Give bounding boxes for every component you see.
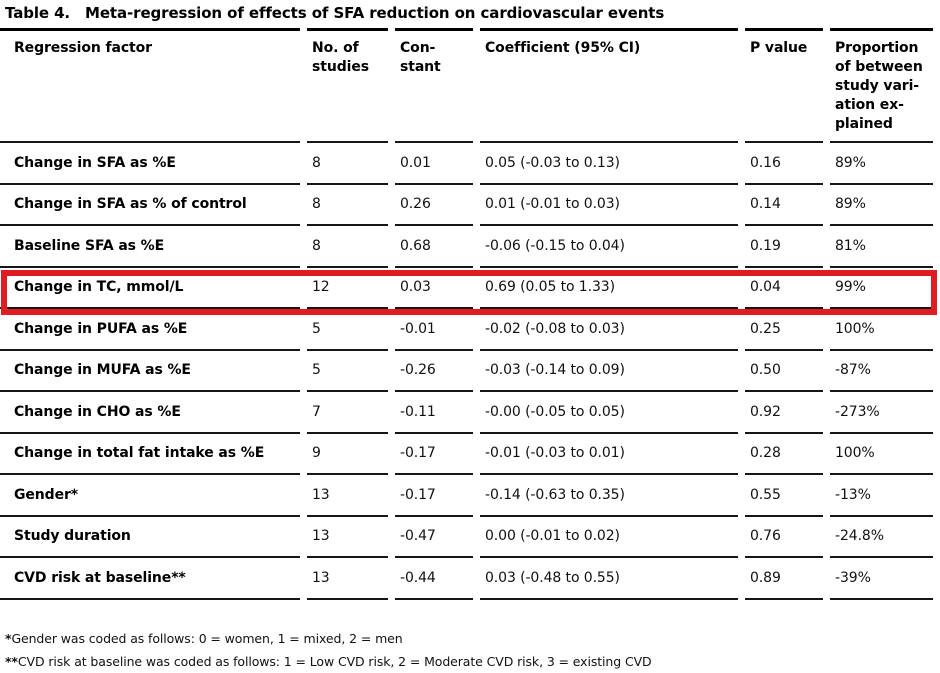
cell-constant: -0.11 [395,392,473,434]
cell-no-of-studies: 12 [307,268,388,309]
cell-no-of-studies: 8 [307,185,388,226]
table-row: Change in TC, mmol/L 12 0.03 0.69 (0.05 … [0,268,933,309]
table-row: Change in PUFA as %E 5 -0.01 -0.02 (-0.0… [0,309,933,351]
cell-coefficient: 0.03 (-0.48 to 0.55) [480,558,738,600]
col-header-coefficient: Coefficient (95% CI) [480,28,738,143]
cell-coefficient: -0.03 (-0.14 to 0.09) [480,351,738,392]
cell-coefficient: -0.14 (-0.63 to 0.35) [480,475,738,517]
cell-proportion: -13% [830,475,933,517]
table-row: Change in total fat intake as %E 9 -0.17… [0,434,933,475]
cell-regression-factor: Change in SFA as % of control [0,185,300,226]
table-row: Change in CHO as %E 7 -0.11 -0.00 (-0.05… [0,392,933,434]
table-number-label: Table 4. [5,4,71,22]
footnote-text: Gender was coded as follows: 0 = women, … [11,631,403,646]
footnote-gender: *Gender was coded as follows: 0 = women,… [5,627,652,650]
cell-no-of-studies: 8 [307,143,388,185]
cell-regression-factor: Change in MUFA as %E [0,351,300,392]
cell-regression-factor: Change in CHO as %E [0,392,300,434]
cell-no-of-studies: 8 [307,226,388,268]
cell-constant: 0.68 [395,226,473,268]
cell-constant: 0.03 [395,268,473,309]
cell-no-of-studies: 9 [307,434,388,475]
cell-no-of-studies: 7 [307,392,388,434]
cell-constant: -0.01 [395,309,473,351]
footnote-marker: ** [5,654,18,669]
table-row: Change in MUFA as %E 5 -0.26 -0.03 (-0.1… [0,351,933,392]
table-header: Regression factor No. of studies Con-sta… [0,28,933,143]
cell-p-value: 0.89 [745,558,823,600]
cell-proportion: 81% [830,226,933,268]
table-title: Table 4. Meta-regression of effects of S… [5,4,664,22]
cell-constant: -0.17 [395,475,473,517]
cell-coefficient: -0.06 (-0.15 to 0.04) [480,226,738,268]
footnote-text: CVD risk at baseline was coded as follow… [17,654,652,669]
cell-regression-factor: Change in TC, mmol/L [0,268,300,309]
cell-no-of-studies: 13 [307,517,388,558]
cell-p-value: 0.04 [745,268,823,309]
cell-p-value: 0.19 [745,226,823,268]
cell-proportion: 99% [830,268,933,309]
cell-p-value: 0.50 [745,351,823,392]
table-body: Change in SFA as %E 8 0.01 0.05 (-0.03 t… [0,143,933,600]
cell-no-of-studies: 5 [307,351,388,392]
cell-coefficient: 0.01 (-0.01 to 0.03) [480,185,738,226]
cell-coefficient: 0.05 (-0.03 to 0.13) [480,143,738,185]
cell-no-of-studies: 13 [307,475,388,517]
table-row: Baseline SFA as %E 8 0.68 -0.06 (-0.15 t… [0,226,933,268]
cell-proportion: 89% [830,185,933,226]
col-header-constant: Con-stant [395,28,473,143]
cell-constant: -0.17 [395,434,473,475]
cell-proportion: -87% [830,351,933,392]
cell-coefficient: 0.00 (-0.01 to 0.02) [480,517,738,558]
cell-p-value: 0.92 [745,392,823,434]
meta-regression-table: Regression factor No. of studies Con-sta… [0,28,940,600]
cell-constant: -0.47 [395,517,473,558]
footnote-marker: * [5,631,12,646]
cell-regression-factor: CVD risk at baseline** [0,558,300,600]
cell-coefficient: -0.01 (-0.03 to 0.01) [480,434,738,475]
cell-regression-factor: Change in PUFA as %E [0,309,300,351]
cell-proportion: -273% [830,392,933,434]
cell-p-value: 0.14 [745,185,823,226]
cell-coefficient: -0.00 (-0.05 to 0.05) [480,392,738,434]
table-row: Gender* 13 -0.17 -0.14 (-0.63 to 0.35) 0… [0,475,933,517]
table-title-text: Meta-regression of effects of SFA reduct… [85,4,665,22]
cell-proportion: 89% [830,143,933,185]
cell-coefficient: 0.69 (0.05 to 1.33) [480,268,738,309]
cell-no-of-studies: 13 [307,558,388,600]
header-row: Regression factor No. of studies Con-sta… [0,28,933,143]
cell-regression-factor: Gender* [0,475,300,517]
table-row: CVD risk at baseline** 13 -0.44 0.03 (-0… [0,558,933,600]
cell-p-value: 0.28 [745,434,823,475]
cell-proportion: -39% [830,558,933,600]
cell-p-value: 0.55 [745,475,823,517]
cell-regression-factor: Change in SFA as %E [0,143,300,185]
cell-proportion: 100% [830,434,933,475]
cell-regression-factor: Baseline SFA as %E [0,226,300,268]
cell-p-value: 0.25 [745,309,823,351]
cell-proportion: 100% [830,309,933,351]
col-header-proportion: Proportion of between study vari-ation e… [830,28,933,143]
cell-constant: -0.44 [395,558,473,600]
cell-constant: 0.01 [395,143,473,185]
cell-regression-factor: Study duration [0,517,300,558]
col-header-regression-factor: Regression factor [0,28,300,143]
cell-constant: -0.26 [395,351,473,392]
cell-constant: 0.26 [395,185,473,226]
cell-no-of-studies: 5 [307,309,388,351]
table-row: Change in SFA as %E 8 0.01 0.05 (-0.03 t… [0,143,933,185]
col-header-p-value: P value [745,28,823,143]
table-row: Change in SFA as % of control 8 0.26 0.0… [0,185,933,226]
col-header-no-of-studies: No. of studies [307,28,388,143]
footnotes: *Gender was coded as follows: 0 = women,… [5,627,652,673]
table-row: Study duration 13 -0.47 0.00 (-0.01 to 0… [0,517,933,558]
cell-p-value: 0.16 [745,143,823,185]
footnote-cvd-risk: **CVD risk at baseline was coded as foll… [5,650,652,673]
cell-regression-factor: Change in total fat intake as %E [0,434,300,475]
cell-coefficient: -0.02 (-0.08 to 0.03) [480,309,738,351]
cell-proportion: -24.8% [830,517,933,558]
cell-p-value: 0.76 [745,517,823,558]
